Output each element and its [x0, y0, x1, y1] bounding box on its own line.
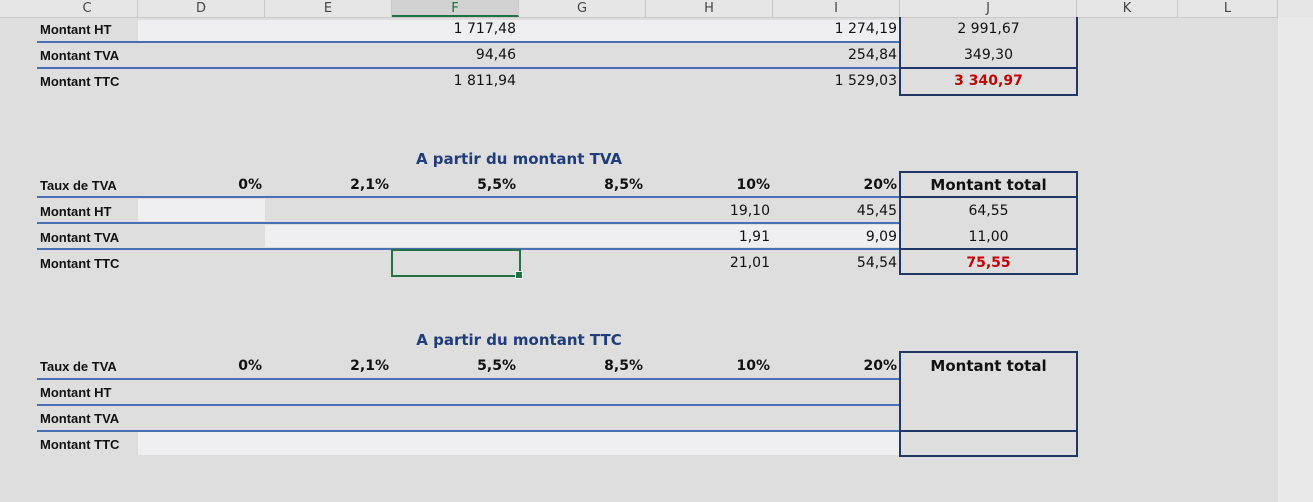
- section-title-tva: A partir du montant TVA: [415, 150, 623, 168]
- rate-0[interactable]: 0%: [238, 358, 262, 374]
- cell-fill: [138, 432, 900, 455]
- column-header-i[interactable]: I: [773, 0, 900, 17]
- column-header-l[interactable]: L: [1178, 0, 1278, 17]
- total-box-divider: [899, 67, 1078, 69]
- row-border: [37, 41, 900, 43]
- total-column-box: [899, 17, 1078, 96]
- rate-label[interactable]: Taux de TVA: [40, 359, 117, 374]
- row-label-montant-ht[interactable]: Montant HT: [40, 204, 112, 219]
- total-column-box: [899, 351, 1078, 457]
- cell-i-montant-ht[interactable]: 1 274,19: [834, 21, 897, 37]
- cell-total-montant-ht[interactable]: 64,55: [968, 203, 1009, 219]
- cell-f-montant-ht[interactable]: 1 717,48: [453, 21, 516, 37]
- rate-8-5[interactable]: 8,5%: [604, 177, 643, 193]
- row-border: [37, 67, 900, 69]
- cell-i-montant-ttc[interactable]: 54,54: [856, 255, 897, 271]
- column-header-e[interactable]: E: [265, 0, 392, 17]
- cell-total-montant-ttc[interactable]: 75,55: [966, 255, 1011, 271]
- row-label-montant-ttc[interactable]: Montant TTC: [40, 74, 120, 89]
- rate-10[interactable]: 10%: [736, 358, 770, 374]
- column-header-d[interactable]: D: [138, 0, 265, 17]
- fill-handle[interactable]: [515, 271, 523, 279]
- cell-f-montant-tva[interactable]: 94,46: [475, 47, 516, 63]
- total-column-box: [899, 171, 1078, 275]
- cell-i-montant-ttc[interactable]: 1 529,03: [834, 73, 897, 89]
- cell-h-montant-ht[interactable]: 19,10: [729, 203, 770, 219]
- total-box-divider: [899, 196, 1078, 198]
- column-header-k[interactable]: K: [1077, 0, 1178, 17]
- rate-20[interactable]: 20%: [863, 358, 897, 374]
- rate-8-5[interactable]: 8,5%: [604, 358, 643, 374]
- active-cell-selection[interactable]: [391, 249, 521, 277]
- rate-label[interactable]: Taux de TVA: [40, 178, 117, 193]
- cell-i-montant-tva[interactable]: 254,84: [848, 47, 897, 63]
- rate-20[interactable]: 20%: [863, 177, 897, 193]
- column-header-c[interactable]: C: [37, 0, 138, 17]
- cell-fill: [138, 199, 265, 221]
- row-border: [37, 430, 900, 432]
- column-header-bar: C D E F G H I J K L: [0, 0, 1313, 18]
- sheet-edge: [1278, 17, 1313, 502]
- row-label-montant-ht[interactable]: Montant HT: [40, 385, 112, 400]
- total-header[interactable]: Montant total: [930, 357, 1047, 375]
- cell-f-montant-ttc[interactable]: 1 811,94: [453, 73, 516, 89]
- cell-i-montant-ht[interactable]: 45,45: [856, 203, 897, 219]
- rate-5-5[interactable]: 5,5%: [477, 358, 516, 374]
- cell-total-montant-tva[interactable]: 349,30: [964, 47, 1013, 63]
- total-box-divider: [899, 430, 1078, 432]
- cell-total-montant-ttc[interactable]: 3 340,97: [954, 73, 1023, 89]
- row-label-montant-tva[interactable]: Montant TVA: [40, 48, 120, 63]
- row-label-montant-ht[interactable]: Montant HT: [40, 22, 112, 37]
- row-label-montant-tva[interactable]: Montant TVA: [40, 230, 120, 245]
- column-header-g[interactable]: G: [519, 0, 646, 17]
- cell-total-montant-ht[interactable]: 2 991,67: [957, 21, 1020, 37]
- cell-i-montant-tva[interactable]: 9,09: [865, 229, 897, 245]
- cell-h-montant-ttc[interactable]: 21,01: [729, 255, 770, 271]
- column-header-f[interactable]: F: [392, 0, 519, 17]
- rate-2-1[interactable]: 2,1%: [350, 177, 389, 193]
- rate-0[interactable]: 0%: [238, 177, 262, 193]
- row-label-montant-tva[interactable]: Montant TVA: [40, 411, 120, 426]
- cell-h-montant-tva[interactable]: 1,91: [738, 229, 770, 245]
- column-header-j[interactable]: J: [900, 0, 1077, 17]
- rate-2-1[interactable]: 2,1%: [350, 358, 389, 374]
- rate-5-5[interactable]: 5,5%: [477, 177, 516, 193]
- cell-fill: [265, 225, 900, 247]
- column-header-h[interactable]: H: [646, 0, 773, 17]
- row-border: [37, 404, 900, 406]
- cell-total-montant-tva[interactable]: 11,00: [968, 229, 1009, 245]
- section-title-ttc: A partir du montant TTC: [416, 331, 622, 349]
- row-label-montant-ttc[interactable]: Montant TTC: [40, 256, 120, 271]
- row-border: [37, 196, 900, 198]
- cell-fill: [138, 20, 900, 41]
- rate-10[interactable]: 10%: [736, 177, 770, 193]
- row-border: [37, 378, 900, 380]
- row-border: [37, 222, 900, 224]
- total-box-divider: [899, 248, 1078, 250]
- total-header[interactable]: Montant total: [930, 176, 1047, 194]
- row-label-montant-ttc[interactable]: Montant TTC: [40, 437, 120, 452]
